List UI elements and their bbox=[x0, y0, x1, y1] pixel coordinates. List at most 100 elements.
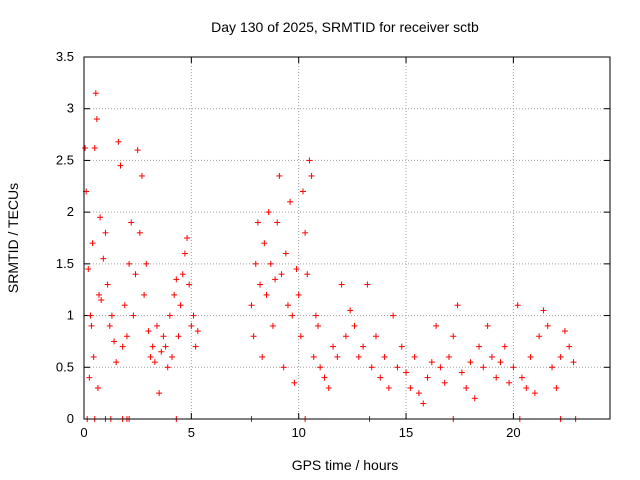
data-point bbox=[134, 147, 141, 154]
data-point bbox=[536, 333, 543, 340]
data-point bbox=[476, 343, 483, 350]
data-point bbox=[360, 343, 367, 350]
data-point bbox=[287, 198, 294, 205]
data-point bbox=[173, 276, 180, 283]
data-point bbox=[94, 384, 101, 391]
data-point bbox=[561, 328, 568, 335]
data-point bbox=[123, 333, 130, 340]
data-point bbox=[557, 353, 564, 360]
data-point bbox=[428, 359, 435, 366]
x-tick-label: 10 bbox=[291, 425, 305, 440]
data-point bbox=[177, 302, 184, 309]
data-point bbox=[566, 343, 573, 350]
data-point bbox=[398, 343, 405, 350]
y-tick-label: 2 bbox=[67, 204, 74, 219]
y-tick-label: 0.5 bbox=[56, 359, 74, 374]
data-point bbox=[166, 312, 173, 319]
data-point bbox=[415, 390, 422, 397]
data-point bbox=[156, 390, 163, 397]
data-point bbox=[501, 343, 508, 350]
data-point bbox=[98, 297, 105, 304]
data-point bbox=[259, 353, 266, 360]
data-point bbox=[194, 328, 201, 335]
data-point bbox=[299, 188, 306, 195]
data-point bbox=[85, 266, 92, 273]
data-point bbox=[149, 343, 156, 350]
y-axis-label: SRMTID / TECUs bbox=[5, 183, 21, 293]
data-point bbox=[169, 353, 176, 360]
data-point bbox=[355, 353, 362, 360]
data-point bbox=[82, 145, 89, 152]
data-point bbox=[310, 353, 317, 360]
y-tick-label: 3 bbox=[67, 101, 74, 116]
data-point bbox=[113, 359, 120, 366]
data-point bbox=[119, 343, 126, 350]
data-point bbox=[104, 281, 111, 288]
data-point bbox=[302, 229, 309, 236]
data-point bbox=[254, 219, 261, 226]
data-point bbox=[265, 209, 272, 216]
data-point bbox=[175, 333, 182, 340]
data-point bbox=[531, 390, 538, 397]
data-point bbox=[493, 374, 500, 381]
data-point bbox=[280, 364, 287, 371]
data-point bbox=[445, 353, 452, 360]
data-point bbox=[325, 384, 332, 391]
data-point bbox=[544, 322, 551, 329]
data-point bbox=[160, 333, 167, 340]
data-point bbox=[484, 322, 491, 329]
data-point bbox=[510, 364, 517, 371]
chart-title: Day 130 of 2025, SRMTID for receiver sct… bbox=[211, 19, 479, 35]
data-point bbox=[190, 312, 197, 319]
data-point bbox=[276, 172, 283, 179]
data-point bbox=[250, 333, 257, 340]
data-point bbox=[90, 353, 97, 360]
data-point bbox=[394, 364, 401, 371]
data-point bbox=[269, 322, 276, 329]
data-point bbox=[158, 348, 165, 355]
x-tick-label: 5 bbox=[188, 425, 195, 440]
data-point bbox=[289, 312, 296, 319]
data-point bbox=[381, 353, 388, 360]
data-point bbox=[126, 260, 133, 267]
data-point bbox=[106, 322, 113, 329]
data-point bbox=[179, 271, 186, 278]
data-point bbox=[308, 172, 315, 179]
data-point bbox=[86, 374, 93, 381]
data-point bbox=[304, 271, 311, 278]
data-point bbox=[342, 333, 349, 340]
data-point bbox=[138, 172, 145, 179]
data-point bbox=[111, 338, 118, 345]
data-point bbox=[284, 302, 291, 309]
data-point bbox=[385, 384, 392, 391]
data-point bbox=[527, 353, 534, 360]
grid-lines bbox=[84, 57, 610, 419]
data-point bbox=[274, 219, 281, 226]
data-point bbox=[420, 400, 427, 407]
data-point bbox=[463, 384, 470, 391]
data-point bbox=[295, 291, 302, 298]
data-point bbox=[272, 276, 279, 283]
data-point bbox=[147, 353, 154, 360]
data-point bbox=[540, 307, 547, 314]
data-point bbox=[121, 302, 128, 309]
data-point bbox=[549, 364, 556, 371]
data-point bbox=[97, 214, 104, 221]
data-point bbox=[347, 307, 354, 314]
data-point bbox=[372, 333, 379, 340]
data-point bbox=[88, 322, 95, 329]
data-point bbox=[411, 353, 418, 360]
data-point bbox=[100, 255, 107, 262]
data-point bbox=[297, 333, 304, 340]
data-point bbox=[162, 343, 169, 350]
data-point bbox=[390, 312, 397, 319]
y-tick-label: 1.5 bbox=[56, 256, 74, 271]
data-point bbox=[141, 291, 148, 298]
data-point bbox=[91, 145, 98, 152]
data-point bbox=[263, 291, 270, 298]
data-point bbox=[153, 322, 160, 329]
data-point bbox=[467, 359, 474, 366]
data-point bbox=[186, 281, 193, 288]
data-point bbox=[171, 291, 178, 298]
